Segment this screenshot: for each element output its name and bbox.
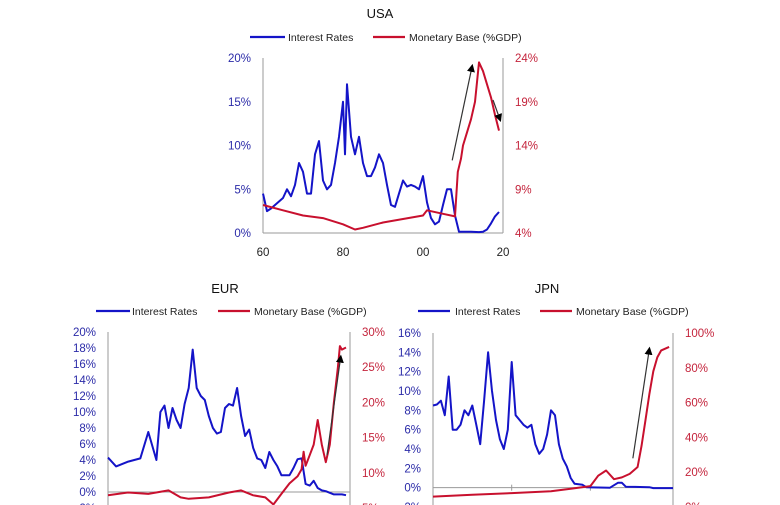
series-line-monetary-base xyxy=(432,345,670,498)
left-tick-label: -2% xyxy=(76,503,96,505)
trend-arrow xyxy=(492,99,502,123)
series-line-interest-rates xyxy=(432,351,673,490)
series-line-interest-rates xyxy=(107,348,347,497)
series-line-monetary-base xyxy=(107,345,347,505)
legend-label: Monetary Base (%GDP) xyxy=(576,306,689,318)
left-tick-label: 5% xyxy=(234,184,251,196)
left-tick-label: 12% xyxy=(398,367,421,379)
left-tick-label: 10% xyxy=(398,386,421,398)
left-tick-label: 8% xyxy=(404,405,421,417)
left-tick-label: 6% xyxy=(404,425,421,437)
right-tick-label: 19% xyxy=(515,97,538,109)
right-tick-label: 0% xyxy=(685,502,702,505)
right-tick-label: 20% xyxy=(685,467,708,479)
chart-title: JPN xyxy=(535,281,560,296)
x-tick-label: 80 xyxy=(337,247,350,259)
right-tick-label: 4% xyxy=(515,228,532,240)
right-tick-label: 80% xyxy=(685,363,708,375)
left-tick-label: 10% xyxy=(73,407,96,419)
series-line-interest-rates xyxy=(262,83,500,234)
left-tick-label: 8% xyxy=(79,423,96,435)
trend-arrow xyxy=(632,346,653,459)
right-tick-label: 40% xyxy=(685,432,708,444)
left-tick-label: -2% xyxy=(401,502,421,505)
series-line-monetary-base xyxy=(262,61,500,231)
legend-label: Interest Rates xyxy=(455,306,520,318)
chart-title: USA xyxy=(367,6,394,21)
right-tick-label: 15% xyxy=(362,433,385,445)
x-tick-label: 20 xyxy=(497,247,510,259)
right-tick-label: 9% xyxy=(515,184,532,196)
jpn-chart: JPN Interest Rates Monetary Base (%GDP) -2%… xyxy=(398,281,714,505)
left-tick-label: 20% xyxy=(228,53,251,65)
chart-title: EUR xyxy=(211,281,238,296)
eur-chart: EUR Interest Rates Monetary Base (%GDP) -2%… xyxy=(73,281,385,505)
trend-arrow xyxy=(326,354,344,456)
left-tick-label: 14% xyxy=(73,375,96,387)
left-tick-label: 6% xyxy=(79,439,96,451)
left-tick-label: 2% xyxy=(79,471,96,483)
left-tick-label: 10% xyxy=(228,141,251,153)
left-tick-label: 14% xyxy=(398,347,421,359)
left-tick-label: 15% xyxy=(228,97,251,109)
left-tick-label: 4% xyxy=(79,455,96,467)
left-tick-label: 4% xyxy=(404,444,421,456)
left-tick-label: 16% xyxy=(398,328,421,340)
right-tick-label: 30% xyxy=(362,327,385,339)
right-tick-label: 60% xyxy=(685,398,708,410)
right-tick-label: 14% xyxy=(515,141,538,153)
left-tick-label: 2% xyxy=(404,463,421,475)
left-tick-label: 0% xyxy=(234,228,251,240)
right-tick-label: 24% xyxy=(515,53,538,65)
left-tick-label: 18% xyxy=(73,343,96,355)
right-tick-label: 10% xyxy=(362,468,385,480)
right-tick-label: 20% xyxy=(362,397,385,409)
left-tick-label: 0% xyxy=(404,483,421,495)
legend-label: Interest Rates xyxy=(132,306,197,318)
left-tick-label: 16% xyxy=(73,359,96,371)
trend-arrow xyxy=(451,63,475,161)
legend-label: Monetary Base (%GDP) xyxy=(409,32,522,44)
left-tick-label: 20% xyxy=(73,327,96,339)
right-tick-label: 25% xyxy=(362,362,385,374)
legend-label: Interest Rates xyxy=(288,32,353,44)
right-tick-label: 100% xyxy=(685,328,714,340)
left-tick-label: 0% xyxy=(79,487,96,499)
usa-chart: USA Interest Rates Monetary Base (%GDP) 0% 5… xyxy=(228,6,538,259)
left-tick-label: 12% xyxy=(73,391,96,403)
x-tick-label: 00 xyxy=(417,247,430,259)
x-tick-label: 60 xyxy=(257,247,270,259)
right-tick-label: 5% xyxy=(362,503,379,505)
legend-label: Monetary Base (%GDP) xyxy=(254,306,367,318)
